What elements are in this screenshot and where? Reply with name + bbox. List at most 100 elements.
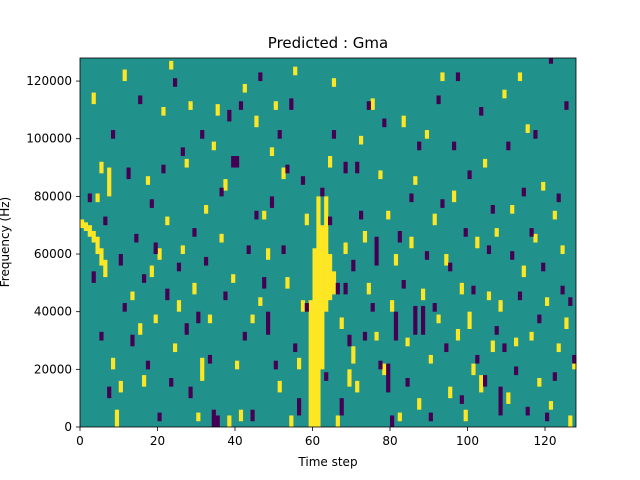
heatmap-cell [246,245,251,255]
heatmap-cell [486,245,492,255]
heatmap-cell [432,213,437,226]
heatmap-cell [351,259,356,272]
heatmap-cell [393,311,399,341]
heatmap-cell [517,291,523,301]
heatmap-cell [297,357,302,370]
heatmap-cell [277,380,282,393]
heatmap-cell [258,297,263,306]
heatmap-cell [564,317,569,329]
heatmap-cell [297,398,302,416]
heatmap-cell [335,415,340,427]
heatmap-cell [180,245,185,255]
heatmap-cell [165,288,170,301]
heatmap-cell [211,409,216,427]
x-axis: 0 20 40 60 80 100 120 [76,427,556,448]
heatmap-cell [316,196,321,428]
heatmap-cell [130,291,135,301]
heatmap-cell [521,187,526,197]
y-axis-label: Frequency (Hz) [0,197,12,288]
heatmap-cell [521,265,526,278]
heatmap-cell [207,314,213,324]
heatmap-cell [417,398,422,410]
heatmap-cell [459,395,464,404]
heatmap-cell [95,236,100,255]
heatmap-cell [362,331,368,341]
heatmap-cell [444,254,449,266]
y-axis: 0 20000 40000 60000 80000 100000 120000 [26,74,80,434]
heatmap-cell [196,311,201,324]
heatmap-cell [231,156,236,168]
heatmap-cell [111,130,116,139]
heatmap-cell [91,271,96,283]
heatmap-cell [328,254,333,301]
heatmap-cell [479,375,484,393]
heatmap-cell [122,69,127,82]
heatmap-cell [180,147,185,157]
heatmap-cell [359,135,364,145]
heatmap-cell [533,130,538,139]
heatmap-cell [99,248,104,266]
heatmap-cell [145,360,151,370]
heatmap-cell [362,230,368,243]
heatmap-cell [471,285,476,295]
heatmap-cell [250,314,255,324]
heatmap-cell [432,303,437,312]
heatmap-cell [227,415,232,427]
heatmap-cell [390,300,395,312]
heatmap-cell [397,230,402,243]
heatmap-cell [428,354,433,364]
heatmap-cell [219,187,224,197]
heatmap-cell [541,181,546,191]
heatmap-cell [118,254,123,266]
heatmap-cell [463,409,468,422]
heatmap-cell [188,386,193,399]
heatmap-cell [300,176,306,185]
heatmap-cell [320,225,325,370]
heatmap-cell [99,161,104,174]
heatmap-cell [548,58,554,64]
heatmap-cell [343,242,348,255]
heatmap-cell [463,228,468,237]
heatmap-cell [289,415,294,427]
heatmap-cell [401,279,406,289]
heatmap-cell [366,282,371,295]
heatmap-cell [304,303,309,312]
heatmap-cell [211,141,216,151]
heatmap-cell [153,314,158,324]
heatmap-cell [142,274,147,283]
heatmap-cell [204,205,209,214]
heatmap-cell [347,334,352,347]
heatmap-cell [386,363,391,393]
heatmap-cell [428,412,433,422]
chart-title: Predicted : Gma [268,34,388,52]
heatmap-cell [95,193,100,203]
heatmap-cell [204,256,209,266]
heatmap-cell [149,199,154,208]
heatmap-cell [200,357,205,381]
heatmap-cell [91,92,96,105]
heatmap-cell [467,311,472,329]
heatmap-cell [173,78,178,87]
heatmap-cell [281,245,286,255]
heatmap-cell [517,72,523,82]
heatmap-cell [289,98,294,110]
heatmap-cell [312,248,317,427]
heatmap-cell [269,196,275,208]
heatmap-cell [324,372,329,381]
heatmap-cell [219,233,224,243]
heatmap-cell [541,262,546,272]
heatmap-cell [242,331,247,341]
heatmap-cell [262,210,267,220]
heatmap-cell [103,259,108,278]
heatmap-cell [498,300,503,312]
heatmap-cell [196,412,201,422]
y-tick-label: 120000 [26,74,72,88]
heatmap-cell [424,130,430,139]
heatmap-cell [87,225,92,237]
heatmap-cell [126,167,131,180]
heatmap-cell [494,326,499,335]
y-tick-label: 80000 [34,189,72,203]
heatmap-cell [421,305,426,335]
heatmap-cell [138,323,143,335]
